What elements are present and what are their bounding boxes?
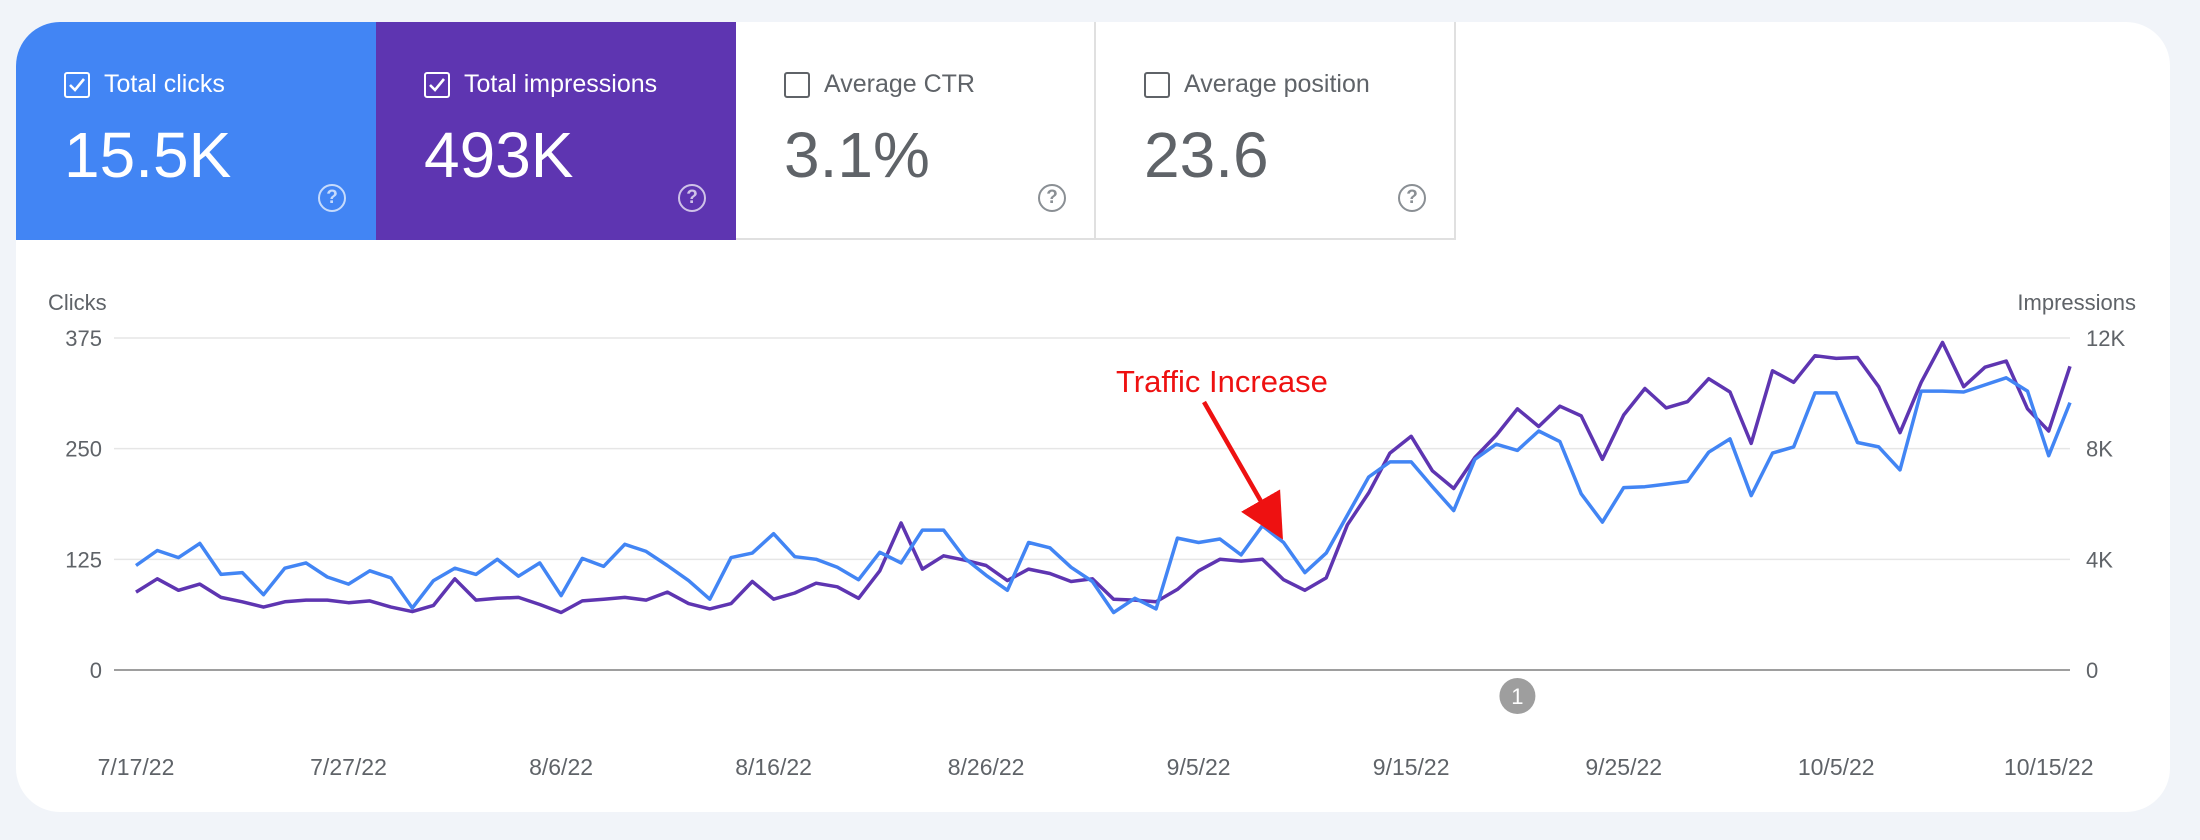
help-icon[interactable]: ?: [1038, 184, 1066, 212]
annotation-text: Traffic Increase: [1116, 364, 1328, 399]
tile-value: 3.1%: [784, 119, 930, 191]
x-tick-label: 9/25/22: [1585, 754, 1662, 780]
x-tick-label: 10/5/22: [1798, 754, 1875, 780]
total-impressions-line: [135, 340, 2072, 615]
tile-value: 15.5K: [64, 119, 232, 191]
tile-label: Average CTR: [824, 70, 975, 98]
tile-value: 23.6: [1144, 119, 1269, 191]
annotation-marker[interactable]: [1499, 678, 1536, 714]
x-tick-label: 9/15/22: [1373, 754, 1450, 780]
x-tick-label: 8/16/22: [735, 754, 812, 780]
y-tick-label-left: 125: [65, 547, 102, 572]
performance-chart: 375 12K 250 8K 125 4K 0 0 7/17/22 7/27/22 8/6/22 8…: [48, 290, 2136, 780]
x-tick-label: 7/27/22: [310, 754, 387, 780]
tile-label: Average position: [1184, 70, 1370, 98]
tile-label: Total clicks: [104, 70, 225, 98]
total-clicks-line: [134, 376, 2072, 615]
x-tick-label: 9/5/22: [1167, 754, 1231, 780]
performance-card: Total clicks 15.5K ? Total impressions 4…: [16, 22, 2170, 812]
average-ctr-tile[interactable]: Average CTR 3.1% ?: [736, 22, 1096, 240]
y-tick-label-left: 0: [90, 658, 102, 683]
y-tick-label-right: 4K: [2086, 547, 2113, 572]
help-icon[interactable]: ?: [678, 184, 706, 212]
tile-value: 493K: [424, 119, 574, 191]
x-tick-label: 7/17/22: [98, 754, 175, 780]
average-position-tile[interactable]: Average position 23.6 ?: [1096, 22, 1456, 240]
y-tick-label-left: 250: [65, 437, 102, 462]
help-icon[interactable]: ?: [1398, 184, 1426, 212]
tile-label: Total impressions: [464, 70, 658, 98]
checkbox-icon[interactable]: [784, 72, 810, 98]
y-tick-label-left: 375: [65, 326, 102, 351]
y-tick-label-right: 0: [2086, 658, 2098, 683]
annotation-arrow: [1202, 400, 1283, 540]
x-tick-label: 8/26/22: [948, 754, 1025, 780]
checkbox-icon[interactable]: [424, 72, 450, 98]
total-impressions-tile[interactable]: Total impressions 493K ?: [376, 22, 736, 240]
total-clicks-tile[interactable]: Total clicks 15.5K ?: [16, 22, 376, 240]
x-tick-label: 8/6/22: [529, 754, 593, 780]
checkbox-icon[interactable]: [64, 72, 90, 98]
metric-tiles: Total clicks 15.5K ? Total impressions 4…: [16, 22, 1456, 240]
help-icon[interactable]: ?: [318, 184, 346, 212]
y-tick-label-right: 8K: [2086, 437, 2113, 462]
checkbox-icon[interactable]: [1144, 72, 1170, 98]
left-axis-title: Clicks: [48, 290, 107, 315]
annotation-marker-label: 1: [1511, 684, 1523, 709]
y-tick-label-right: 12K: [2086, 326, 2125, 351]
x-tick-label: 10/15/22: [2004, 754, 2094, 780]
right-axis-title: Impressions: [2017, 290, 2136, 315]
